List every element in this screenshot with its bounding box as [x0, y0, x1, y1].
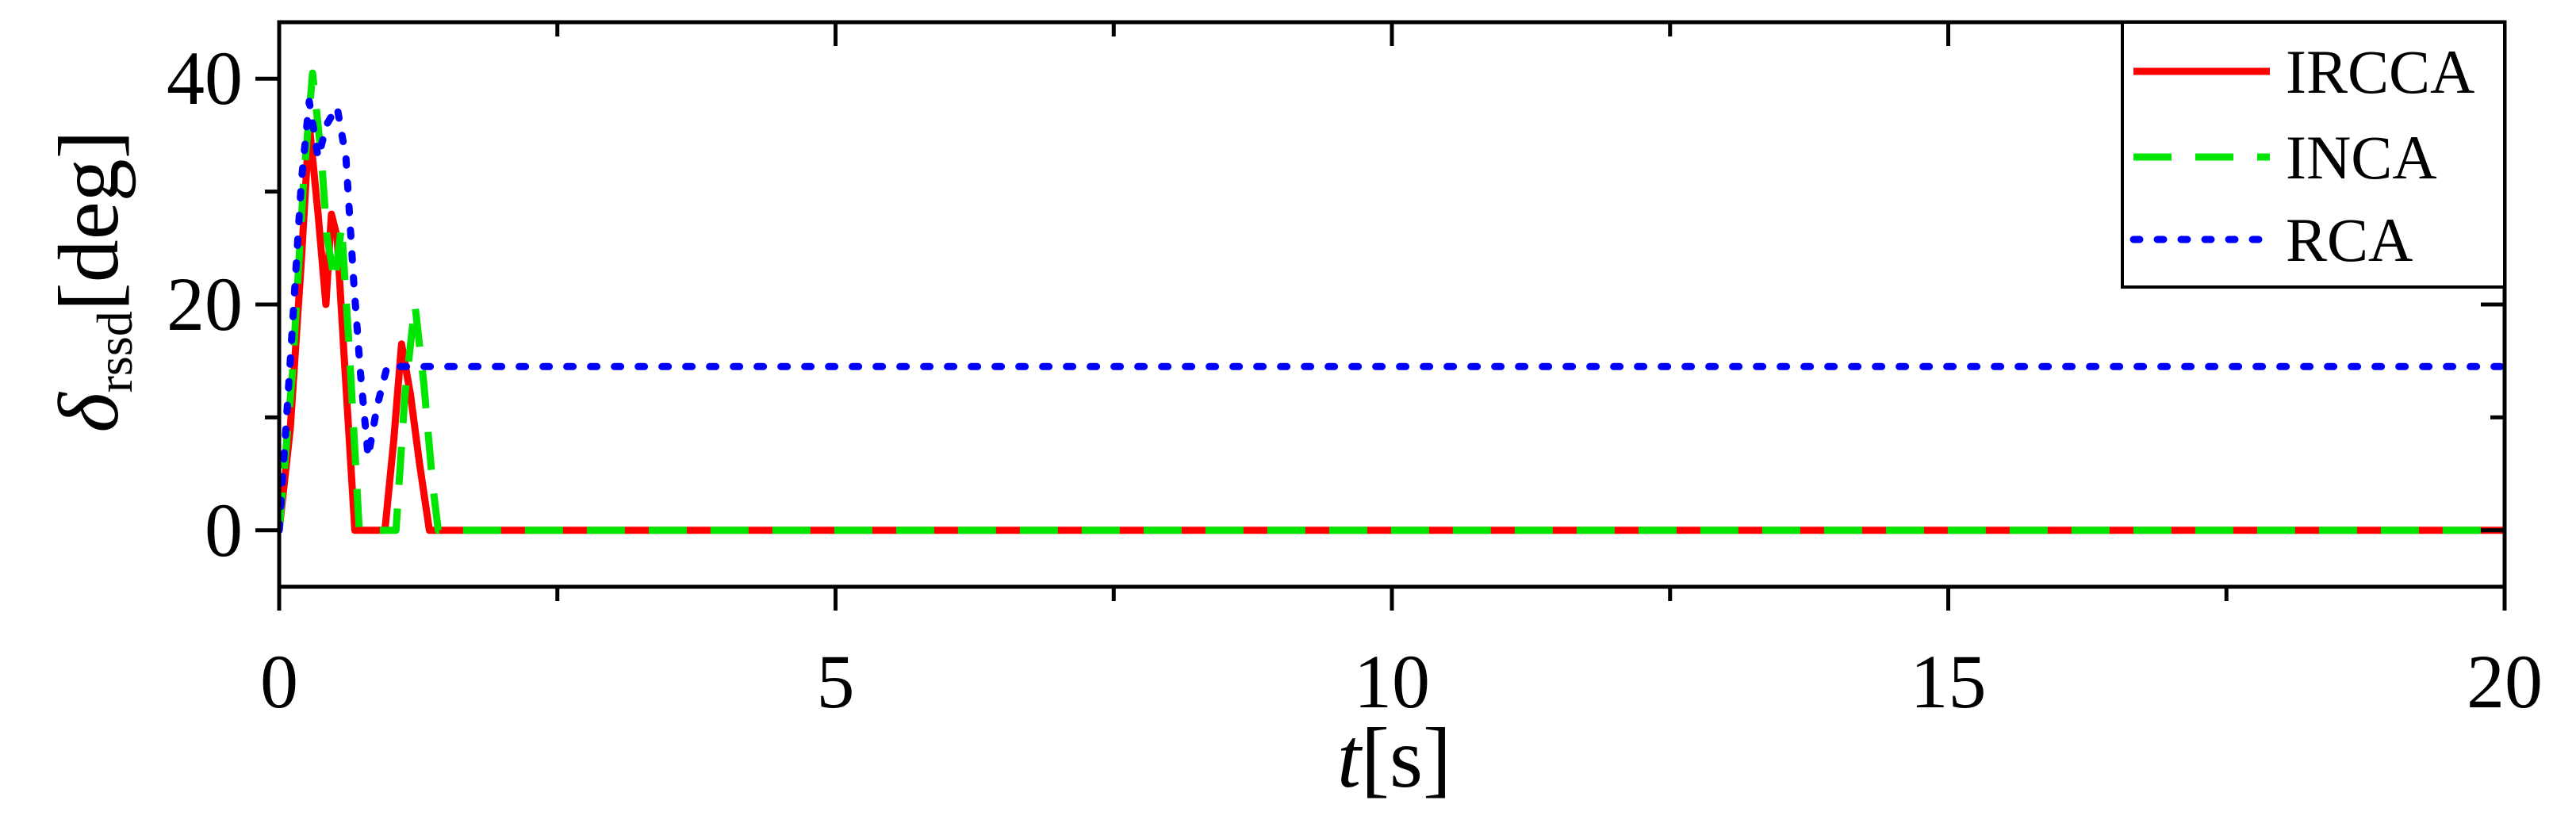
- series-line-rca: [279, 98, 2505, 534]
- axis-tick-labels: 0 5 10 15 20 0 20 40: [167, 36, 2543, 724]
- series-line-ircca: [279, 120, 2505, 534]
- x-axis-unit: [s]: [1361, 711, 1451, 806]
- y-axis-title: δrssd[deg]: [42, 130, 143, 432]
- y-tick-label: 20: [167, 262, 243, 347]
- axis-ticks: [255, 22, 2507, 611]
- legend-label-rca: RCA: [2286, 205, 2413, 274]
- y-tick-label: 0: [205, 488, 243, 573]
- x-tick-label: 10: [1354, 639, 1430, 724]
- x-tick-label: 5: [817, 639, 855, 724]
- x-axis-var: t: [1337, 711, 1363, 806]
- y-axis-var: δ: [42, 392, 136, 433]
- x-tick-label: 15: [1911, 639, 1987, 724]
- y-tick-label: 40: [167, 36, 243, 121]
- x-axis-title: t[s]: [1337, 711, 1451, 806]
- plot-lines: [279, 69, 2505, 534]
- legend-label-inca: INCA: [2286, 123, 2437, 192]
- x-tick-label: 0: [260, 639, 298, 724]
- legend: IRCCA INCA RCA: [2121, 21, 2506, 289]
- x-tick-label: 20: [2467, 639, 2543, 724]
- y-axis-subscript: rssd: [86, 311, 143, 393]
- legend-label-ircca: IRCCA: [2286, 37, 2474, 106]
- y-axis-unit: [deg]: [42, 130, 136, 311]
